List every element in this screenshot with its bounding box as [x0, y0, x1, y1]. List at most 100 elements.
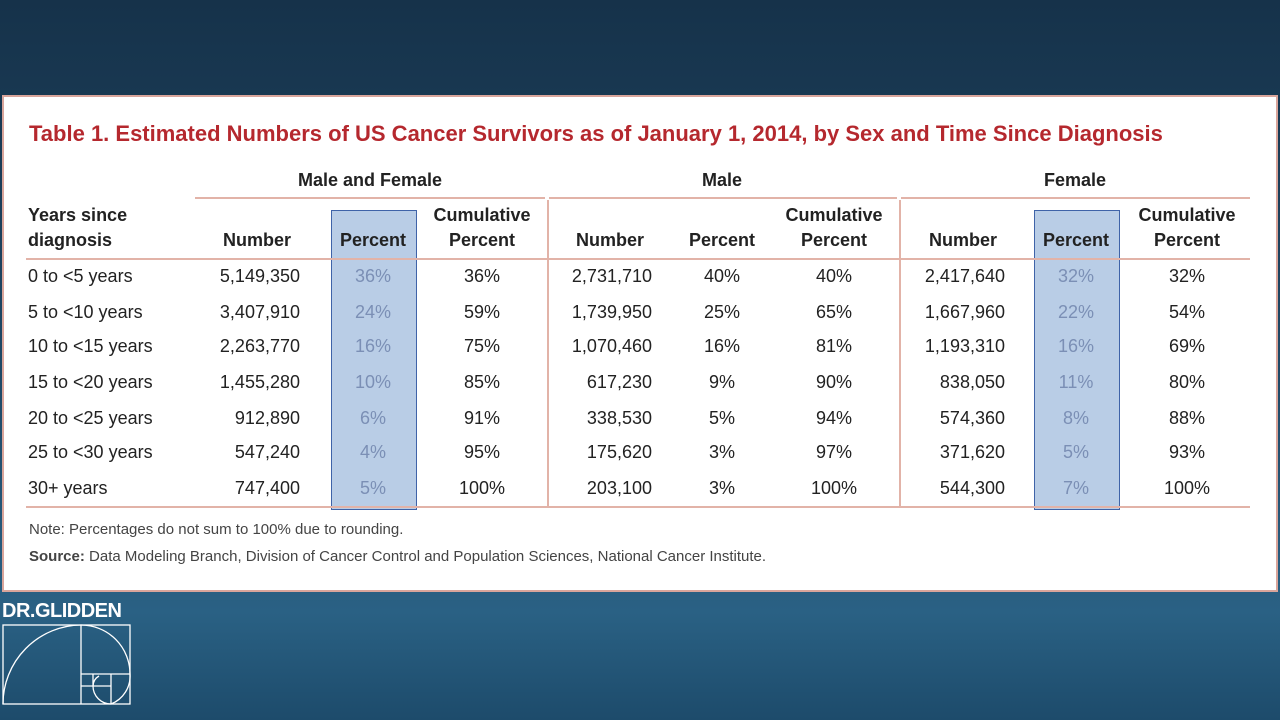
table-cell: 11%: [1058, 372, 1094, 392]
table-cell: 1,070,460: [571, 336, 652, 356]
group-rule: [195, 197, 545, 199]
group-header: Female: [1043, 170, 1107, 190]
table-cell: 617,230: [586, 372, 652, 392]
table-cell: 544,300: [939, 478, 1005, 498]
table-cell: 5%: [359, 478, 386, 498]
table-cell: 4%: [359, 442, 386, 462]
table-cell: 175,620: [586, 442, 652, 462]
header-rule: [26, 258, 1250, 260]
table-cell: 32%: [1057, 266, 1095, 286]
table-cell: 3%: [708, 478, 735, 498]
row-label: 30+ years: [28, 478, 108, 498]
logo-text: DR.GLIDDEN: [2, 600, 122, 622]
table-cell: 1,739,950: [571, 302, 652, 322]
column-header: Years since diagnosis: [28, 205, 128, 250]
table-cell: 3,407,910: [219, 302, 300, 322]
table-cell: 1,455,280: [219, 372, 300, 392]
table-cell: 203,100: [586, 478, 652, 498]
table-cell: 838,050: [939, 372, 1005, 392]
table-cell: 1,667,960: [924, 302, 1005, 322]
table-cell: 912,890: [234, 408, 300, 428]
table-cell: 24%: [354, 302, 392, 322]
table-cell: 54%: [1168, 302, 1206, 322]
column-header: Percent: [688, 230, 756, 250]
table-cell: 2,263,770: [219, 336, 300, 356]
table-cell: 100%: [1163, 478, 1211, 498]
table-cell: 40%: [815, 266, 853, 286]
table-cell: 75%: [463, 336, 501, 356]
source-label: Source:: [29, 548, 85, 565]
table-cell: 10%: [354, 372, 392, 392]
column-header: Number: [575, 230, 644, 250]
column-divider: [547, 200, 549, 508]
table-cell: 85%: [463, 372, 501, 392]
table-cell: 22%: [1057, 302, 1095, 322]
table-cell: 5,149,350: [219, 266, 300, 286]
table-panel: Table 1. Estimated Numbers of US Cancer …: [2, 95, 1278, 592]
table-cell: 8%: [1062, 408, 1089, 428]
table-cell: 100%: [810, 478, 858, 498]
column-header: Percent: [1042, 230, 1110, 250]
column-header: Cumulative Percent: [1138, 205, 1236, 250]
table-cell: 90%: [815, 372, 853, 392]
table-cell: 547,240: [234, 442, 300, 462]
group-header: Male and Female: [297, 170, 443, 190]
column-header: Percent: [339, 230, 407, 250]
row-label: 10 to <15 years: [28, 336, 153, 356]
column-divider: [899, 200, 901, 508]
table-cell: 91%: [463, 408, 501, 428]
column-header: Number: [928, 230, 997, 250]
table-cell: 16%: [1057, 336, 1095, 356]
source: Source: Data Modeling Branch, Division o…: [29, 548, 766, 565]
table-cell: 36%: [463, 266, 501, 286]
table-cell: 81%: [815, 336, 853, 356]
table-cell: 65%: [815, 302, 853, 322]
table-title: Table 1. Estimated Numbers of US Cancer …: [29, 121, 1163, 146]
table-cell: 95%: [463, 442, 501, 462]
note: Note: Percentages do not sum to 100% due…: [29, 521, 404, 538]
row-label: 20 to <25 years: [28, 408, 153, 428]
table-cell: 6%: [359, 408, 386, 428]
table-cell: 3%: [708, 442, 735, 462]
table-cell: 40%: [703, 266, 741, 286]
table-cell: 32%: [1168, 266, 1206, 286]
table-cell: 5%: [708, 408, 735, 428]
column-header: Cumulative Percent: [433, 205, 531, 250]
table-cell: 2,731,710: [571, 266, 652, 286]
table-cell: 80%: [1168, 372, 1206, 392]
group-rule: [901, 197, 1250, 199]
row-label: 25 to <30 years: [28, 442, 153, 462]
table-cell: 338,530: [586, 408, 652, 428]
table-cell: 36%: [354, 266, 392, 286]
table-cell: 5%: [1062, 442, 1089, 462]
table-cell: 69%: [1168, 336, 1206, 356]
table-cell: 371,620: [939, 442, 1005, 462]
row-label: 5 to <10 years: [28, 302, 143, 322]
logo-mark: [2, 624, 131, 705]
bottom-rule: [26, 506, 1250, 508]
highlight-box: [1034, 210, 1120, 510]
table-cell: 93%: [1168, 442, 1206, 462]
source-text: Data Modeling Branch, Division of Cancer…: [89, 548, 767, 565]
row-label: 0 to <5 years: [28, 266, 133, 286]
group-rule: [549, 197, 897, 199]
table-cell: 574,360: [939, 408, 1005, 428]
table-cell: 97%: [815, 442, 853, 462]
table-cell: 100%: [458, 478, 506, 498]
table-cell: 9%: [708, 372, 735, 392]
table-cell: 16%: [354, 336, 392, 356]
row-label: 15 to <20 years: [28, 372, 153, 392]
table-cell: 747,400: [234, 478, 300, 498]
table-cell: 94%: [815, 408, 853, 428]
table-cell: 88%: [1168, 408, 1206, 428]
column-header: Number: [222, 230, 291, 250]
highlight-box: [331, 210, 417, 510]
table-cell: 7%: [1062, 478, 1089, 498]
group-header: Male: [701, 170, 743, 190]
table-cell: 16%: [703, 336, 741, 356]
table-cell: 1,193,310: [924, 336, 1005, 356]
table-cell: 2,417,640: [924, 266, 1005, 286]
column-header: Cumulative Percent: [785, 205, 883, 250]
table-cell: 25%: [703, 302, 741, 322]
